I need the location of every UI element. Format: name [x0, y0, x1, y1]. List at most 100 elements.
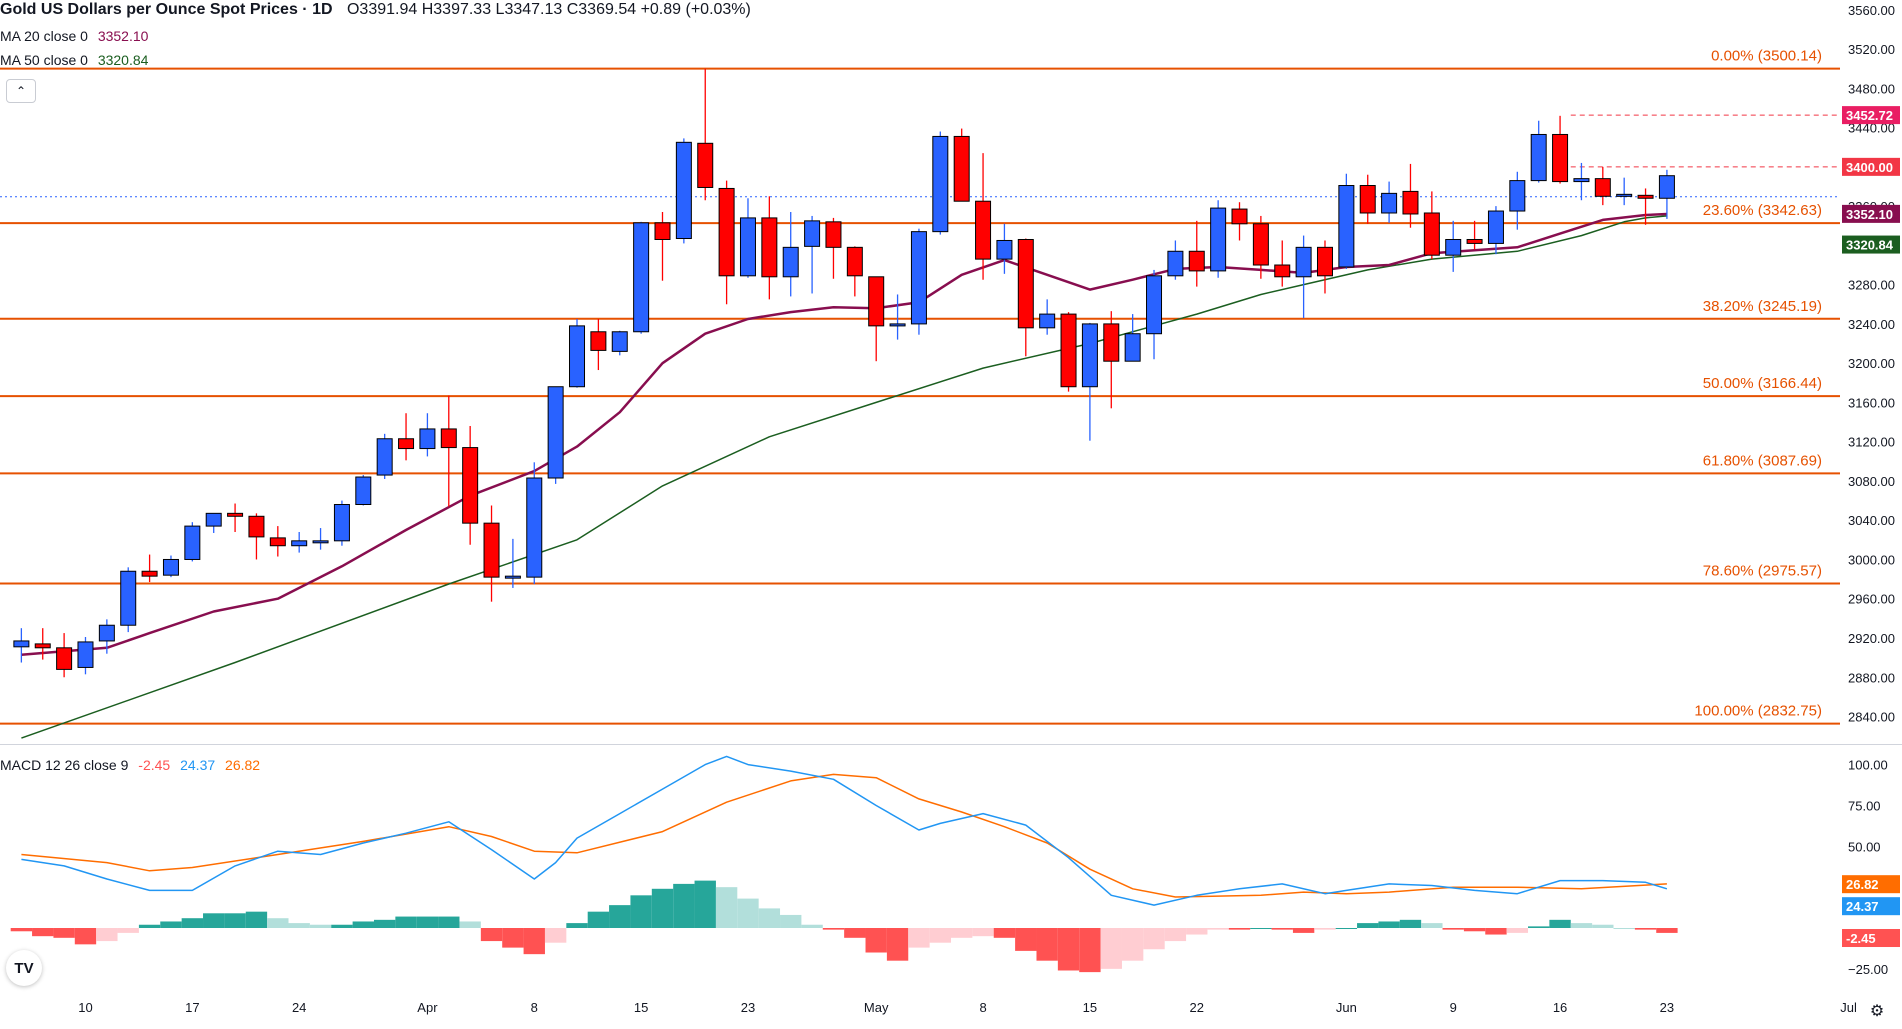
macd-histogram-bar [1228, 928, 1251, 930]
candle-body[interactable] [1295, 246, 1312, 278]
macd-histogram-bar [523, 928, 545, 955]
tradingview-logo[interactable]: TV [6, 950, 42, 986]
candle-body[interactable] [162, 558, 179, 576]
candle-body[interactable] [205, 512, 222, 527]
candle-body[interactable] [355, 476, 372, 506]
candle-body[interactable] [1017, 238, 1034, 329]
candle-body[interactable] [1487, 210, 1504, 244]
candle-body[interactable] [654, 222, 671, 240]
candle-body[interactable] [333, 504, 350, 542]
candle-body[interactable] [291, 540, 308, 547]
candle-body[interactable] [1274, 264, 1291, 278]
candle-body[interactable] [440, 428, 457, 449]
candle-body[interactable] [526, 477, 543, 578]
candle-body[interactable] [1060, 313, 1077, 388]
candle-body[interactable] [13, 640, 30, 648]
candle-body[interactable] [1103, 323, 1120, 362]
candle-body[interactable] [975, 200, 992, 260]
candle-body[interactable] [462, 447, 479, 524]
candle-body[interactable] [141, 570, 158, 577]
candle-body[interactable] [1616, 193, 1633, 197]
candle-body[interactable] [398, 438, 415, 450]
macd-histogram-bar [1592, 924, 1614, 929]
candle-body[interactable] [996, 239, 1013, 260]
candle-body[interactable] [1573, 178, 1590, 183]
candle-body[interactable] [633, 222, 650, 333]
candle-body[interactable] [889, 323, 906, 327]
macd-histogram-bar [694, 880, 716, 929]
macd-histogram-bar [1015, 928, 1037, 951]
candle-body[interactable] [312, 540, 329, 544]
candle-body[interactable] [718, 187, 735, 277]
candle-body[interactable] [1381, 192, 1398, 214]
candle-body[interactable] [1081, 323, 1098, 388]
candle-body[interactable] [483, 522, 500, 578]
candle-body[interactable] [611, 331, 628, 352]
candle-body[interactable] [825, 221, 842, 248]
candle-body[interactable] [697, 142, 714, 188]
candle-body[interactable] [590, 331, 607, 351]
candle-body[interactable] [868, 276, 885, 327]
candle-body[interactable] [1167, 250, 1184, 277]
candle-body[interactable] [269, 537, 286, 547]
candle-body[interactable] [1188, 250, 1205, 272]
candle-body[interactable] [1359, 185, 1376, 214]
candle-body[interactable] [782, 246, 799, 278]
candle-body[interactable] [376, 438, 393, 476]
candle-body[interactable] [1509, 180, 1526, 212]
time-axis[interactable]: 10 17 24 Apr 8 15 23 May 8 15 22 Jun 9 16 23 Jul [78, 1000, 1857, 1015]
candle-body[interactable] [248, 515, 265, 538]
candle-body[interactable] [569, 325, 586, 388]
macd-histogram-bar [822, 928, 845, 930]
candle-body[interactable] [1445, 238, 1462, 256]
candle-body[interactable] [1466, 238, 1483, 244]
candle-body[interactable] [1637, 194, 1654, 199]
candle-body[interactable] [1316, 246, 1333, 277]
candle-body[interactable] [504, 575, 521, 579]
candle-body[interactable] [1210, 207, 1227, 272]
candle-body[interactable] [77, 641, 94, 668]
candle-body[interactable] [675, 141, 692, 240]
gear-icon[interactable]: ⚙ [1869, 1003, 1885, 1020]
candle-body[interactable] [953, 135, 970, 202]
candle-body[interactable] [1039, 313, 1056, 329]
candle-body[interactable] [761, 217, 778, 278]
candle-body[interactable] [1402, 190, 1419, 215]
candle-body[interactable] [1658, 175, 1675, 199]
candle-body[interactable] [1552, 133, 1569, 183]
candle-body[interactable] [1530, 133, 1547, 182]
ma50-legend[interactable]: MA 50 close 0 3320.84 [0, 52, 148, 68]
candle-body[interactable] [98, 624, 115, 642]
ma20-legend[interactable]: MA 20 close 0 3352.10 [0, 28, 148, 44]
fib-level-label: 0.00% (3500.14) [1711, 48, 1822, 65]
candle-body[interactable] [184, 525, 201, 560]
time-tick-label: 8 [531, 1000, 538, 1015]
candle-body[interactable] [804, 220, 821, 247]
candle-body[interactable] [56, 647, 73, 670]
candle-body[interactable] [1338, 185, 1355, 268]
candle-body[interactable] [910, 231, 927, 325]
candle-body[interactable] [1124, 333, 1141, 362]
reference-lines [0, 114, 1840, 198]
symbol-title[interactable]: Gold US Dollars per Ounce Spot Prices · … [0, 1, 333, 18]
collapse-legend-button[interactable]: ⌃ [6, 79, 36, 103]
candle-body[interactable] [846, 246, 863, 277]
candle-body[interactable] [227, 512, 244, 517]
candle-body[interactable] [1252, 223, 1269, 266]
candle-body[interactable] [739, 217, 756, 277]
candle-body[interactable] [120, 570, 137, 626]
macd-histogram-bar [1421, 923, 1443, 929]
candle-body[interactable] [547, 386, 564, 479]
candle-body[interactable] [1146, 275, 1163, 335]
macd-legend[interactable]: MACD 12 26 close 9 -2.45 24.37 26.82 [0, 757, 260, 773]
candle-body[interactable] [1423, 212, 1440, 256]
candle-body[interactable] [1594, 178, 1611, 197]
candle-body[interactable] [932, 135, 949, 233]
macd-histogram-bar [309, 924, 332, 929]
candle-body[interactable] [1231, 208, 1248, 225]
candle-body[interactable] [34, 643, 51, 649]
candle-body[interactable] [419, 428, 436, 450]
